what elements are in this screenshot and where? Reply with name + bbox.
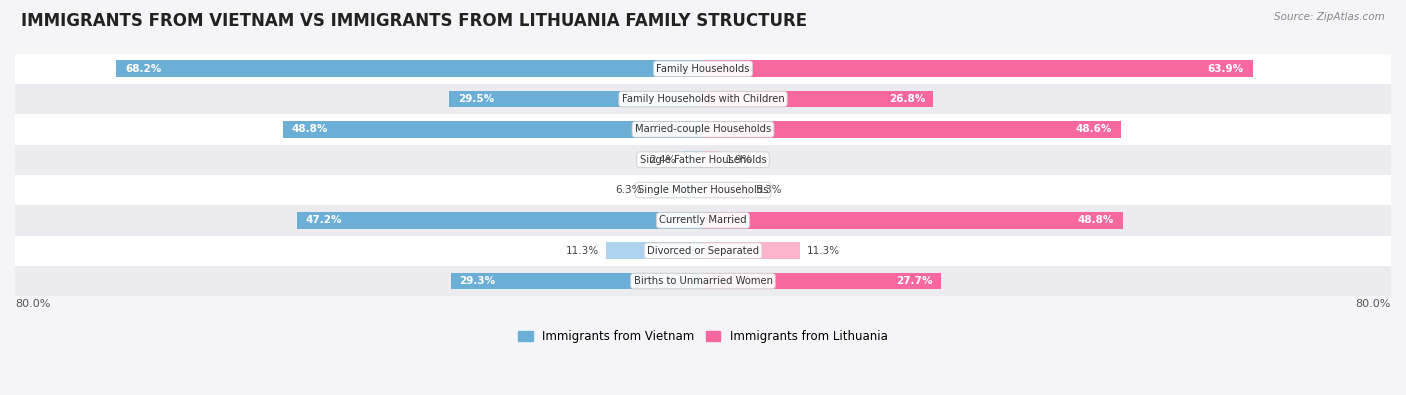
Text: 47.2%: 47.2% xyxy=(305,215,342,226)
Bar xyxy=(117,60,703,77)
Bar xyxy=(703,273,941,290)
Text: 27.7%: 27.7% xyxy=(896,276,932,286)
Bar xyxy=(703,151,720,168)
Text: Family Households with Children: Family Households with Children xyxy=(621,94,785,104)
Bar xyxy=(606,243,703,259)
Bar xyxy=(297,212,703,229)
Bar xyxy=(450,91,703,107)
Bar xyxy=(648,182,703,198)
Bar xyxy=(15,266,1391,296)
Bar xyxy=(15,54,1391,84)
Text: 68.2%: 68.2% xyxy=(125,64,162,74)
Bar xyxy=(15,235,1391,266)
Text: 48.6%: 48.6% xyxy=(1076,124,1112,134)
Text: 26.8%: 26.8% xyxy=(889,94,925,104)
Bar xyxy=(15,114,1391,145)
Text: 80.0%: 80.0% xyxy=(1355,299,1391,309)
Text: 48.8%: 48.8% xyxy=(1078,215,1114,226)
Bar xyxy=(15,205,1391,235)
Bar xyxy=(703,60,1253,77)
Text: 1.9%: 1.9% xyxy=(727,155,752,165)
Text: 29.5%: 29.5% xyxy=(458,94,494,104)
Text: 63.9%: 63.9% xyxy=(1208,64,1244,74)
Text: Divorced or Separated: Divorced or Separated xyxy=(647,246,759,256)
Text: 48.8%: 48.8% xyxy=(292,124,328,134)
Text: 11.3%: 11.3% xyxy=(807,246,841,256)
Bar xyxy=(703,91,934,107)
Text: 80.0%: 80.0% xyxy=(15,299,51,309)
Text: 6.3%: 6.3% xyxy=(616,185,643,195)
Bar xyxy=(15,84,1391,114)
Text: Single Mother Households: Single Mother Households xyxy=(638,185,768,195)
Text: Births to Unmarried Women: Births to Unmarried Women xyxy=(634,276,772,286)
Bar xyxy=(703,182,748,198)
Text: 2.4%: 2.4% xyxy=(650,155,675,165)
Text: Family Households: Family Households xyxy=(657,64,749,74)
Bar xyxy=(451,273,703,290)
Text: 11.3%: 11.3% xyxy=(565,246,599,256)
Bar xyxy=(682,151,703,168)
Text: Married-couple Households: Married-couple Households xyxy=(636,124,770,134)
Text: Currently Married: Currently Married xyxy=(659,215,747,226)
Bar xyxy=(703,121,1121,138)
Text: 29.3%: 29.3% xyxy=(460,276,496,286)
Text: Source: ZipAtlas.com: Source: ZipAtlas.com xyxy=(1274,12,1385,22)
Legend: Immigrants from Vietnam, Immigrants from Lithuania: Immigrants from Vietnam, Immigrants from… xyxy=(513,325,893,348)
Text: IMMIGRANTS FROM VIETNAM VS IMMIGRANTS FROM LITHUANIA FAMILY STRUCTURE: IMMIGRANTS FROM VIETNAM VS IMMIGRANTS FR… xyxy=(21,12,807,30)
Bar xyxy=(15,145,1391,175)
Text: Single Father Households: Single Father Households xyxy=(640,155,766,165)
Bar xyxy=(703,212,1122,229)
Bar xyxy=(15,175,1391,205)
Bar xyxy=(284,121,703,138)
Bar xyxy=(703,243,800,259)
Text: 5.3%: 5.3% xyxy=(755,185,782,195)
